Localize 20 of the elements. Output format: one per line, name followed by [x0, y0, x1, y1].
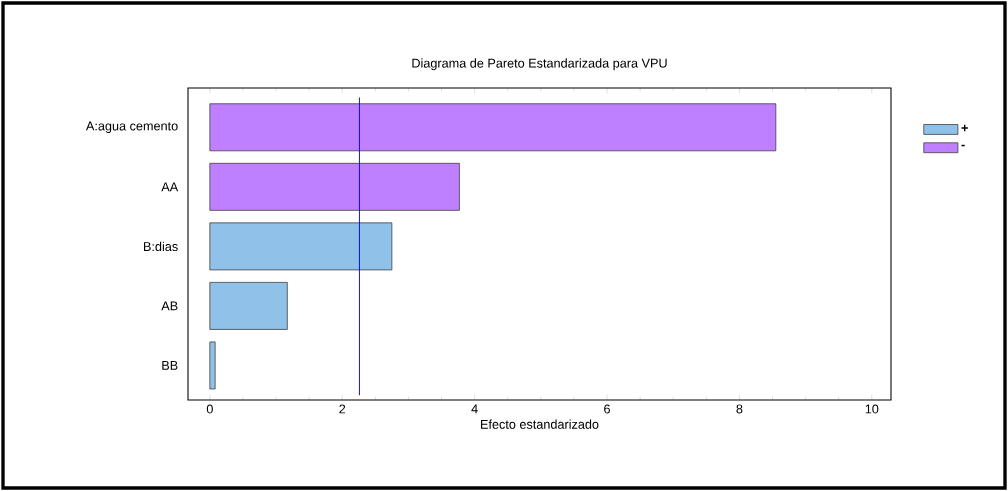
bar [209, 222, 393, 271]
chart-title: Diagrama de Pareto Estandarizada para VPU [412, 58, 667, 71]
x-axis-title: Efecto estandarizado [481, 419, 599, 429]
bar [209, 341, 216, 390]
y-tick-label: BB [162, 361, 178, 370]
bar [209, 282, 288, 330]
legend-label: - [961, 144, 965, 147]
y-tick-label: AB [161, 301, 178, 311]
x-tick-label: 4 [471, 404, 478, 414]
bar [209, 103, 777, 152]
y-tick-label: AA [161, 182, 179, 192]
x-tick-label: 6 [604, 404, 610, 414]
legend-label: + [961, 124, 968, 132]
x-tick-label: 10 [865, 404, 879, 414]
x-tick-label: 8 [736, 404, 743, 414]
y-tick-label: A:agua cemento [85, 121, 178, 133]
x-tick-label: 0 [206, 404, 213, 414]
bar [209, 162, 460, 211]
x-tick-label: 2 [339, 404, 346, 414]
y-tick-label: B:dias [144, 241, 178, 252]
